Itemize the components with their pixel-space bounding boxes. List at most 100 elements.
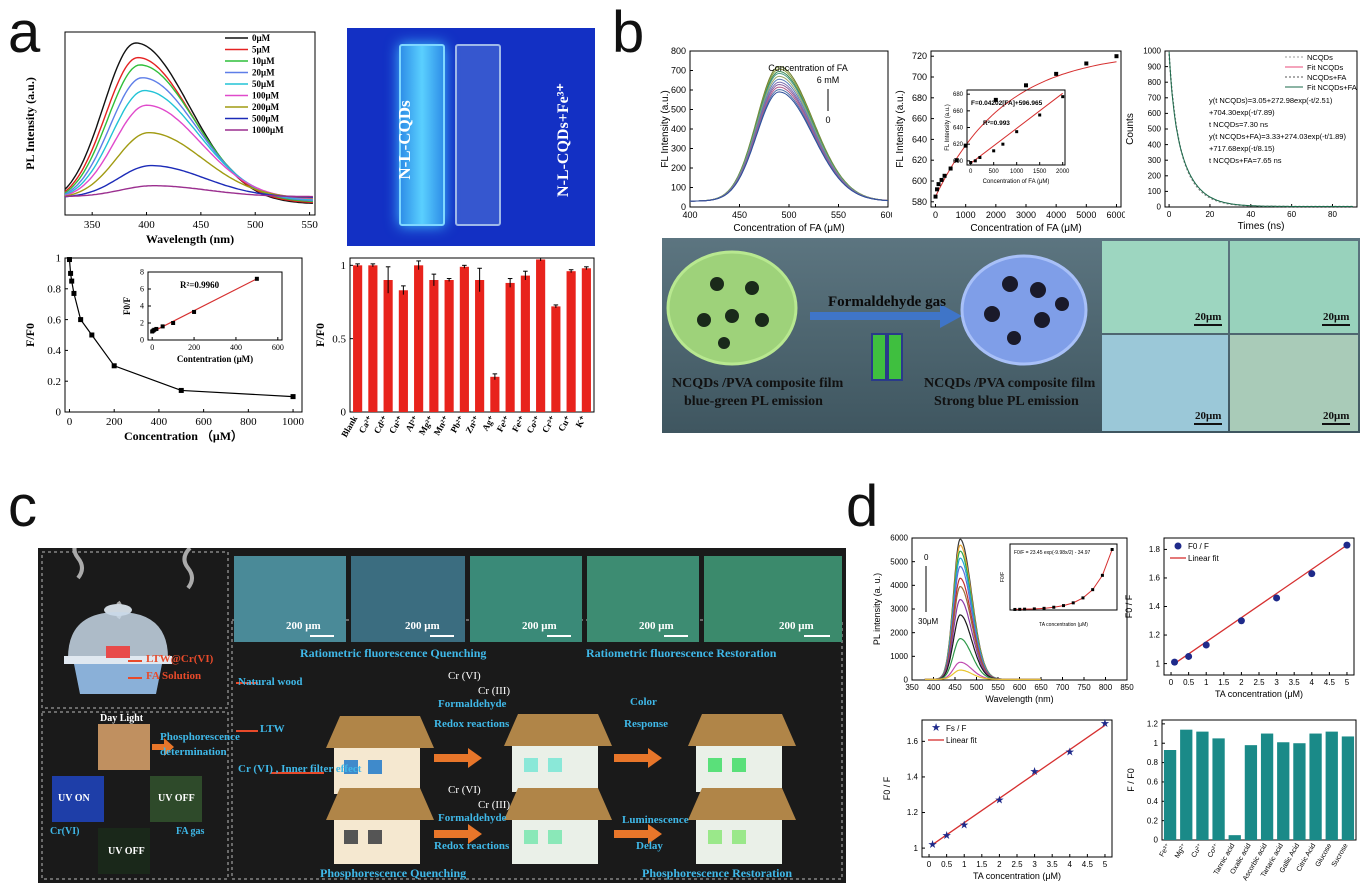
y-tick-label: 1.4	[1149, 602, 1161, 611]
quench-point	[68, 270, 74, 276]
bar-Ag⁺	[490, 376, 500, 412]
inset-point	[1110, 548, 1114, 551]
y-tick-label: 700	[912, 72, 927, 82]
bar-Tartaric acid	[1277, 742, 1290, 840]
x-tick-label: 1.5	[976, 860, 988, 869]
inset-equation: F0/F = 23.45 exp(-9.98x/2) - 34.97	[1014, 550, 1091, 556]
house-4	[326, 788, 434, 864]
plot-frame	[1009, 543, 1118, 611]
label-color-2: Response	[624, 718, 669, 730]
x-tick-label: 600	[272, 343, 284, 352]
legend-label: 500μM	[252, 114, 280, 124]
x-tick-label: 450	[193, 219, 210, 231]
inset-point	[1091, 588, 1095, 592]
wood-micrograph-2	[351, 556, 465, 642]
x-tick-label: 1000	[282, 416, 305, 428]
data-point	[1024, 83, 1028, 88]
x-tick-label: 0	[1167, 210, 1172, 219]
y-tick-label: 0	[341, 407, 347, 419]
x-tick-label: 500	[781, 210, 796, 220]
inset-point	[1071, 601, 1075, 605]
chart-a1-pl-spectra: 350 400 450 500 550 Wavelength (nm) PL Intensi…	[23, 31, 318, 246]
label-cr-iii-1: Cr (III)	[478, 685, 511, 697]
y-tick-label: 100	[671, 183, 686, 193]
fa-bottom: 0	[825, 115, 830, 125]
scheme-left-caption-1: NCQDs /PVA composite film	[672, 376, 844, 391]
category-label: Fe³⁺	[1159, 842, 1172, 858]
x-tick-label: 2000	[986, 210, 1006, 220]
bar-Pb²⁺	[459, 266, 469, 412]
film-micrograph-4	[1230, 335, 1358, 431]
y-tick-label: 1.2	[1149, 631, 1161, 640]
x-axis-label: Contentration (μM)	[177, 354, 253, 364]
inset-point	[992, 149, 996, 153]
x-tick-label: 0	[150, 343, 154, 352]
y-tick-label: 1.2	[907, 808, 919, 817]
inset-point	[1042, 606, 1046, 610]
cuvette-left-label: N-L-CQDs	[395, 100, 414, 180]
inset-point	[1061, 95, 1065, 99]
x-tick-label: 60	[1287, 210, 1296, 219]
bar-Tannic acid	[1228, 835, 1241, 840]
category-label: Co²⁺	[524, 414, 542, 435]
category-label: Co²⁺	[1207, 842, 1221, 859]
fl-spectrum	[690, 75, 889, 202]
inset-point	[1023, 607, 1027, 611]
label-redox-2: Redox reactions	[434, 840, 510, 852]
x-tick-label: 350	[84, 219, 101, 231]
y-axis-label: FL Intensity (a.u.)	[895, 90, 906, 167]
y-tick-label: 580	[912, 197, 927, 207]
y-tick-label: 8	[140, 268, 144, 277]
x-axis-label: Wavelength (nm)	[146, 232, 234, 246]
data-point	[1114, 54, 1119, 59]
x-tick-label: 400	[927, 683, 941, 692]
y-axis-label: PL intensity (a. u.)	[872, 573, 882, 645]
panel-label-d: d	[846, 474, 879, 539]
label-cr-vi-2: Cr (VI)	[448, 784, 481, 796]
x-tick-label: 1000	[1010, 169, 1024, 175]
y-tick-label: 1.4	[907, 773, 919, 782]
y-tick-label: 0.2	[1147, 816, 1159, 825]
chart-d1-pl-spectra: 350 400 450 500 550 600 650 700 750 800 850 0 1000 20…	[872, 534, 1134, 704]
data-point	[935, 187, 940, 192]
house-6	[688, 788, 796, 864]
x-tick-label: 500	[989, 169, 1000, 175]
quench-point	[290, 394, 296, 400]
y-axis-label: F/F0	[23, 323, 37, 347]
legend-label: F0 / F	[1188, 542, 1209, 551]
y-axis-label: F/F0	[313, 323, 327, 347]
data-point	[933, 194, 938, 199]
inset-point	[254, 276, 259, 281]
chart-b1-fl-spectra: 400 450 500 550 600 0 100 200 300 400 500 600 700 800…	[660, 46, 892, 234]
chart-b2-fl-vs-fa: 0 1000 2000 3000 4000 5000 6000580600620640660…	[895, 50, 1125, 234]
data-point	[948, 166, 953, 171]
inset-point	[1001, 142, 1005, 146]
quench-point	[178, 387, 184, 393]
x-tick-label: 40	[1246, 210, 1255, 219]
label-cr-iii-2: Cr (III)	[478, 799, 511, 811]
data-point	[963, 143, 968, 148]
spectra-bottom-label: 30μM	[918, 617, 939, 626]
x-tick-label: 0.5	[1183, 678, 1195, 687]
label-redox-1: Redox reactions	[434, 718, 510, 730]
bar-Mg²⁺	[429, 280, 439, 412]
y-axis-label: F0 / F	[1124, 594, 1134, 618]
inset-point	[1013, 607, 1017, 611]
spectrum-line-0μM	[64, 42, 313, 204]
x-tick-label: 1.5	[1218, 678, 1230, 687]
y-tick-label: 0.4	[1147, 797, 1159, 806]
cuvette-right	[455, 44, 501, 226]
inset-fit-line	[151, 278, 258, 333]
y-tick-label: 680	[953, 92, 964, 98]
bar-Cu²⁺	[1196, 731, 1209, 840]
bar-Cd²⁺	[383, 280, 393, 412]
label-uv-off: UV OFF	[158, 793, 195, 804]
micrograph-scale-1: 200 μm	[286, 620, 321, 632]
data-point: ★	[942, 830, 952, 842]
category-label: Cd²⁺	[372, 414, 390, 436]
data-point	[1054, 71, 1059, 76]
wood-micrograph-5	[704, 556, 842, 642]
decay-annotation: t NCQDs=7.30 ns	[1209, 120, 1268, 129]
y-tick-label: 6000	[890, 534, 908, 543]
film-micrograph-3	[1102, 335, 1228, 431]
